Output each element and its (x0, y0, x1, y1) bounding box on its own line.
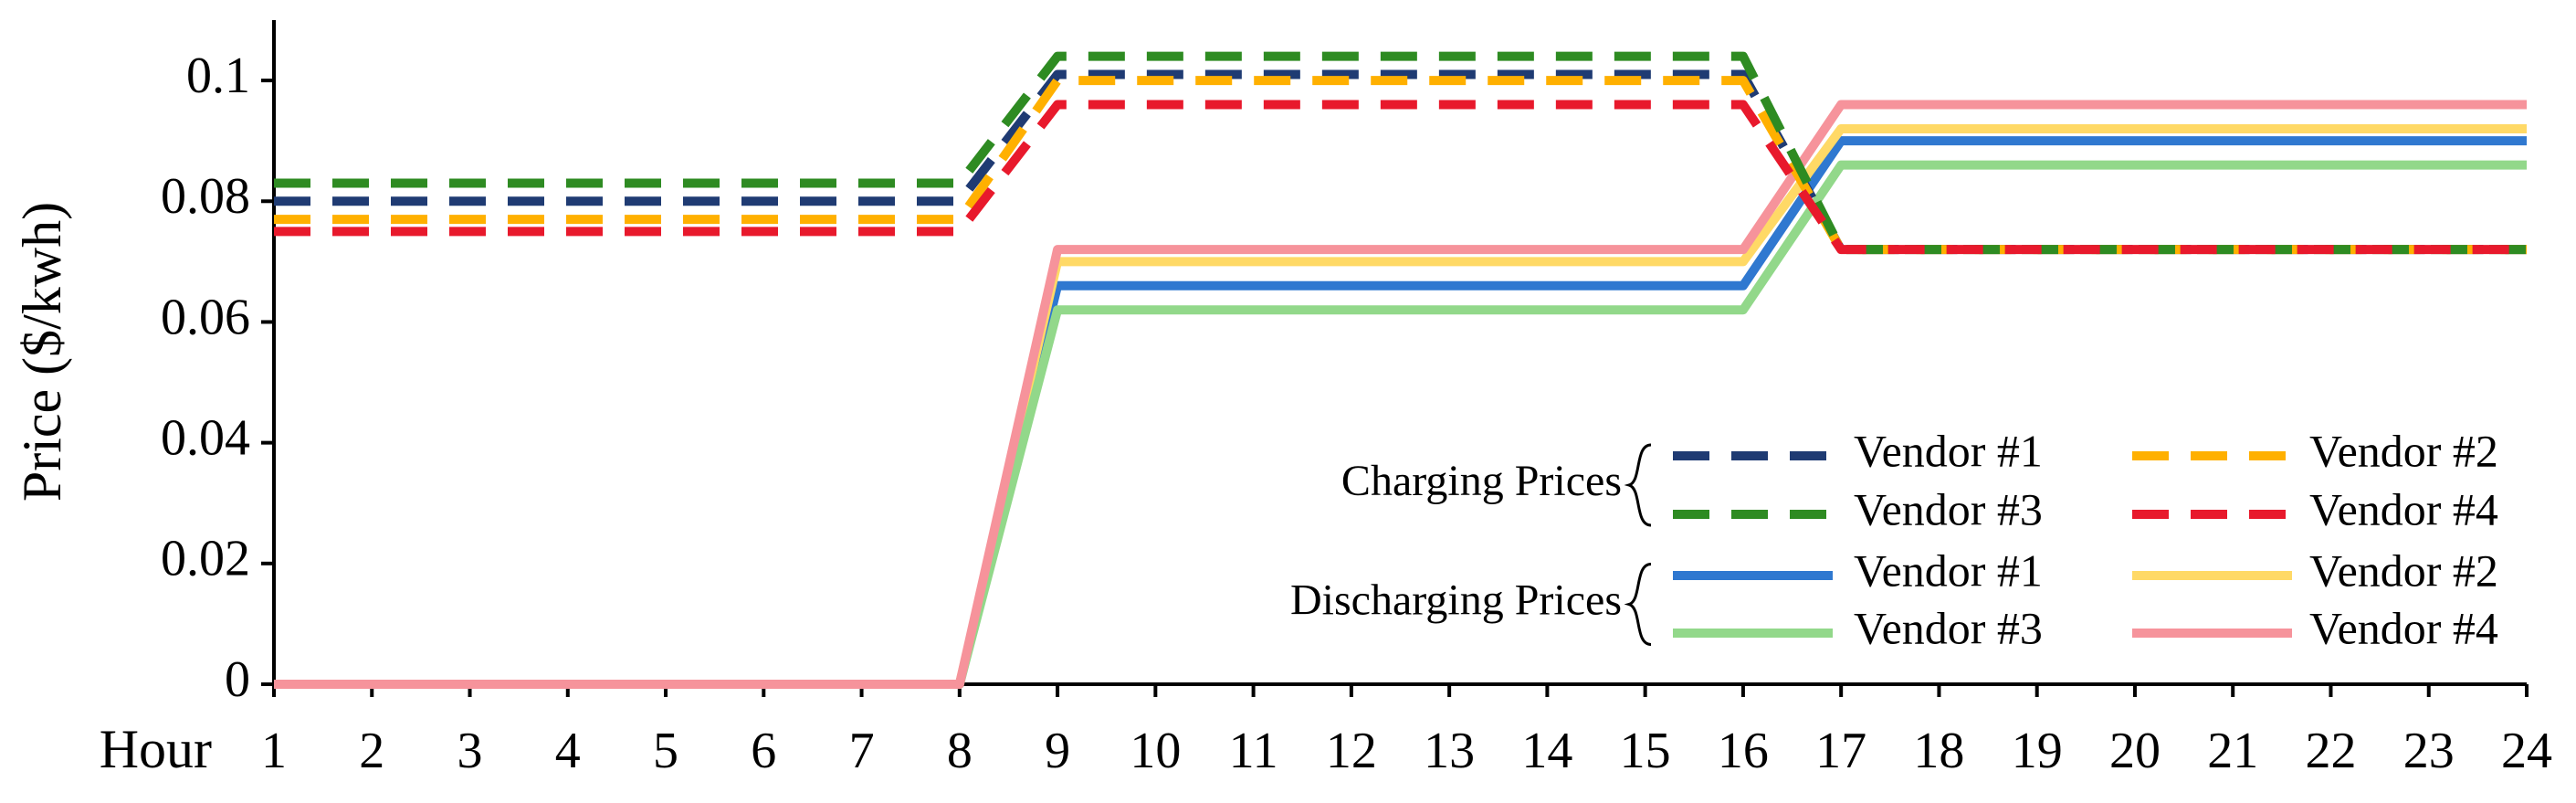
x-tick-label: 11 (1229, 723, 1278, 779)
x-tick-label: 10 (1130, 723, 1181, 779)
x-tick-label: 19 (2012, 723, 2063, 779)
y-axis-label: Price ($/kwh) (12, 202, 72, 502)
y-tick-label: 0.1 (186, 48, 250, 104)
x-tick-label: 9 (1045, 723, 1070, 779)
legend-label: Vendor #3 (1854, 602, 2043, 653)
series-line (274, 100, 2527, 255)
x-tick-label: 7 (849, 723, 875, 779)
y-tick-label: 0.08 (161, 168, 250, 225)
y-tick-label: 0.06 (161, 289, 250, 345)
x-tick-label: 1 (261, 723, 287, 779)
x-tick-label: 24 (2501, 723, 2552, 779)
legend-label: Vendor #2 (2309, 544, 2498, 596)
x-tick-label: 6 (751, 723, 776, 779)
x-tick-label: 15 (1620, 723, 1671, 779)
legend-label: Vendor #3 (1854, 483, 2043, 534)
legend-label: Vendor #1 (1854, 544, 2043, 596)
x-tick-label: 17 (1815, 723, 1866, 779)
legend-group-label: Charging Prices (1341, 457, 1622, 505)
x-tick-label: 20 (2109, 723, 2161, 779)
series-line (274, 69, 2527, 255)
x-tick-label: 18 (1913, 723, 1964, 779)
x-tick-label: 3 (457, 723, 483, 779)
legend-brace (1624, 443, 1652, 527)
x-tick-label: 23 (2403, 723, 2455, 779)
series-line (274, 100, 2527, 689)
x-tick-label: 14 (1521, 723, 1572, 779)
legend-label: Vendor #4 (2309, 602, 2498, 653)
y-tick-label: 0.04 (161, 409, 250, 466)
legend-group-label: Discharging Prices (1290, 576, 1622, 625)
x-tick-label: 13 (1424, 723, 1475, 779)
legend-label: Vendor #2 (2309, 425, 2498, 476)
y-tick-label: 0.02 (161, 531, 250, 587)
x-tick-label: 12 (1326, 723, 1377, 779)
y-tick-label: 0 (225, 651, 250, 708)
x-tick-label: 8 (947, 723, 973, 779)
x-axis-label: Hour (100, 719, 212, 779)
x-tick-label: 21 (2207, 723, 2258, 779)
series-line (274, 51, 2527, 255)
x-tick-label: 2 (359, 723, 384, 779)
x-tick-label: 4 (555, 723, 581, 779)
legend-label: Vendor #1 (1854, 425, 2043, 476)
legend-brace (1624, 563, 1652, 646)
x-tick-label: 22 (2305, 723, 2356, 779)
x-tick-label: 5 (653, 723, 678, 779)
x-tick-label: 16 (1718, 723, 1769, 779)
legend-label: Vendor #4 (2309, 483, 2498, 534)
